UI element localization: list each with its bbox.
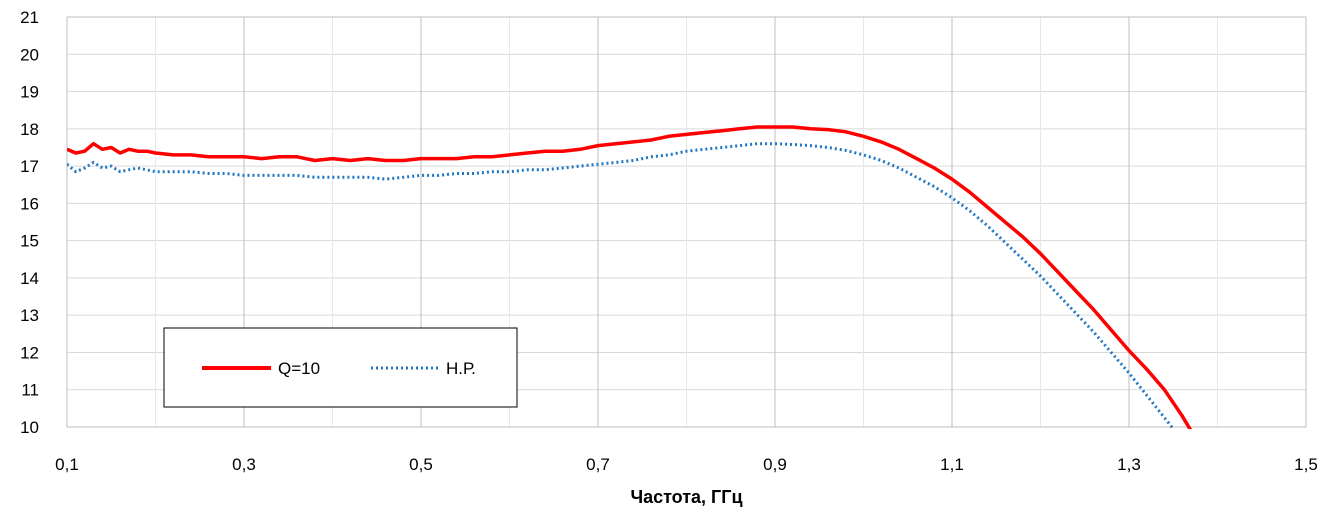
series-lines [67,125,1193,429]
x-tick-label: 0,1 [55,455,79,474]
y-tick-label: 17 [20,157,39,176]
y-tick-label: 12 [20,343,39,362]
x-tick-label: 1,3 [1117,455,1141,474]
legend-label-np: Н.Р. [446,359,476,378]
x-tick-label: 0,3 [232,455,256,474]
y-tick-label: 13 [20,306,39,325]
y-tick-labels: 10 11 12 13 14 15 16 17 18 19 20 21 [20,8,39,437]
y-tick-label: 21 [20,8,39,27]
plot-area [66,16,1307,428]
y-tick-label: 15 [20,232,39,251]
series-line-np [67,142,1175,429]
y-tick-label: 16 [20,194,39,213]
x-tick-labels: 0,1 0,3 0,5 0,7 0,9 1,1 1,3 1,5 [55,455,1318,474]
y-tick-label: 19 [20,83,39,102]
x-tick-label: 1,5 [1294,455,1318,474]
x-tick-label: 0,5 [409,455,433,474]
x-tick-label: 1,1 [940,455,964,474]
y-tick-label: 20 [20,45,39,64]
series-line-q10 [67,125,1193,429]
y-tick-label: 18 [20,120,39,139]
x-tick-label: 0,9 [763,455,787,474]
x-tick-label: 0,7 [586,455,610,474]
y-tick-label: 10 [20,418,39,437]
y-tick-label: 11 [21,381,39,400]
legend: Q=10 Н.Р. [163,327,518,408]
y-tick-label: 14 [20,269,39,288]
legend-label-q10: Q=10 [278,359,320,378]
x-axis-label: Частота, ГГц [630,487,742,507]
